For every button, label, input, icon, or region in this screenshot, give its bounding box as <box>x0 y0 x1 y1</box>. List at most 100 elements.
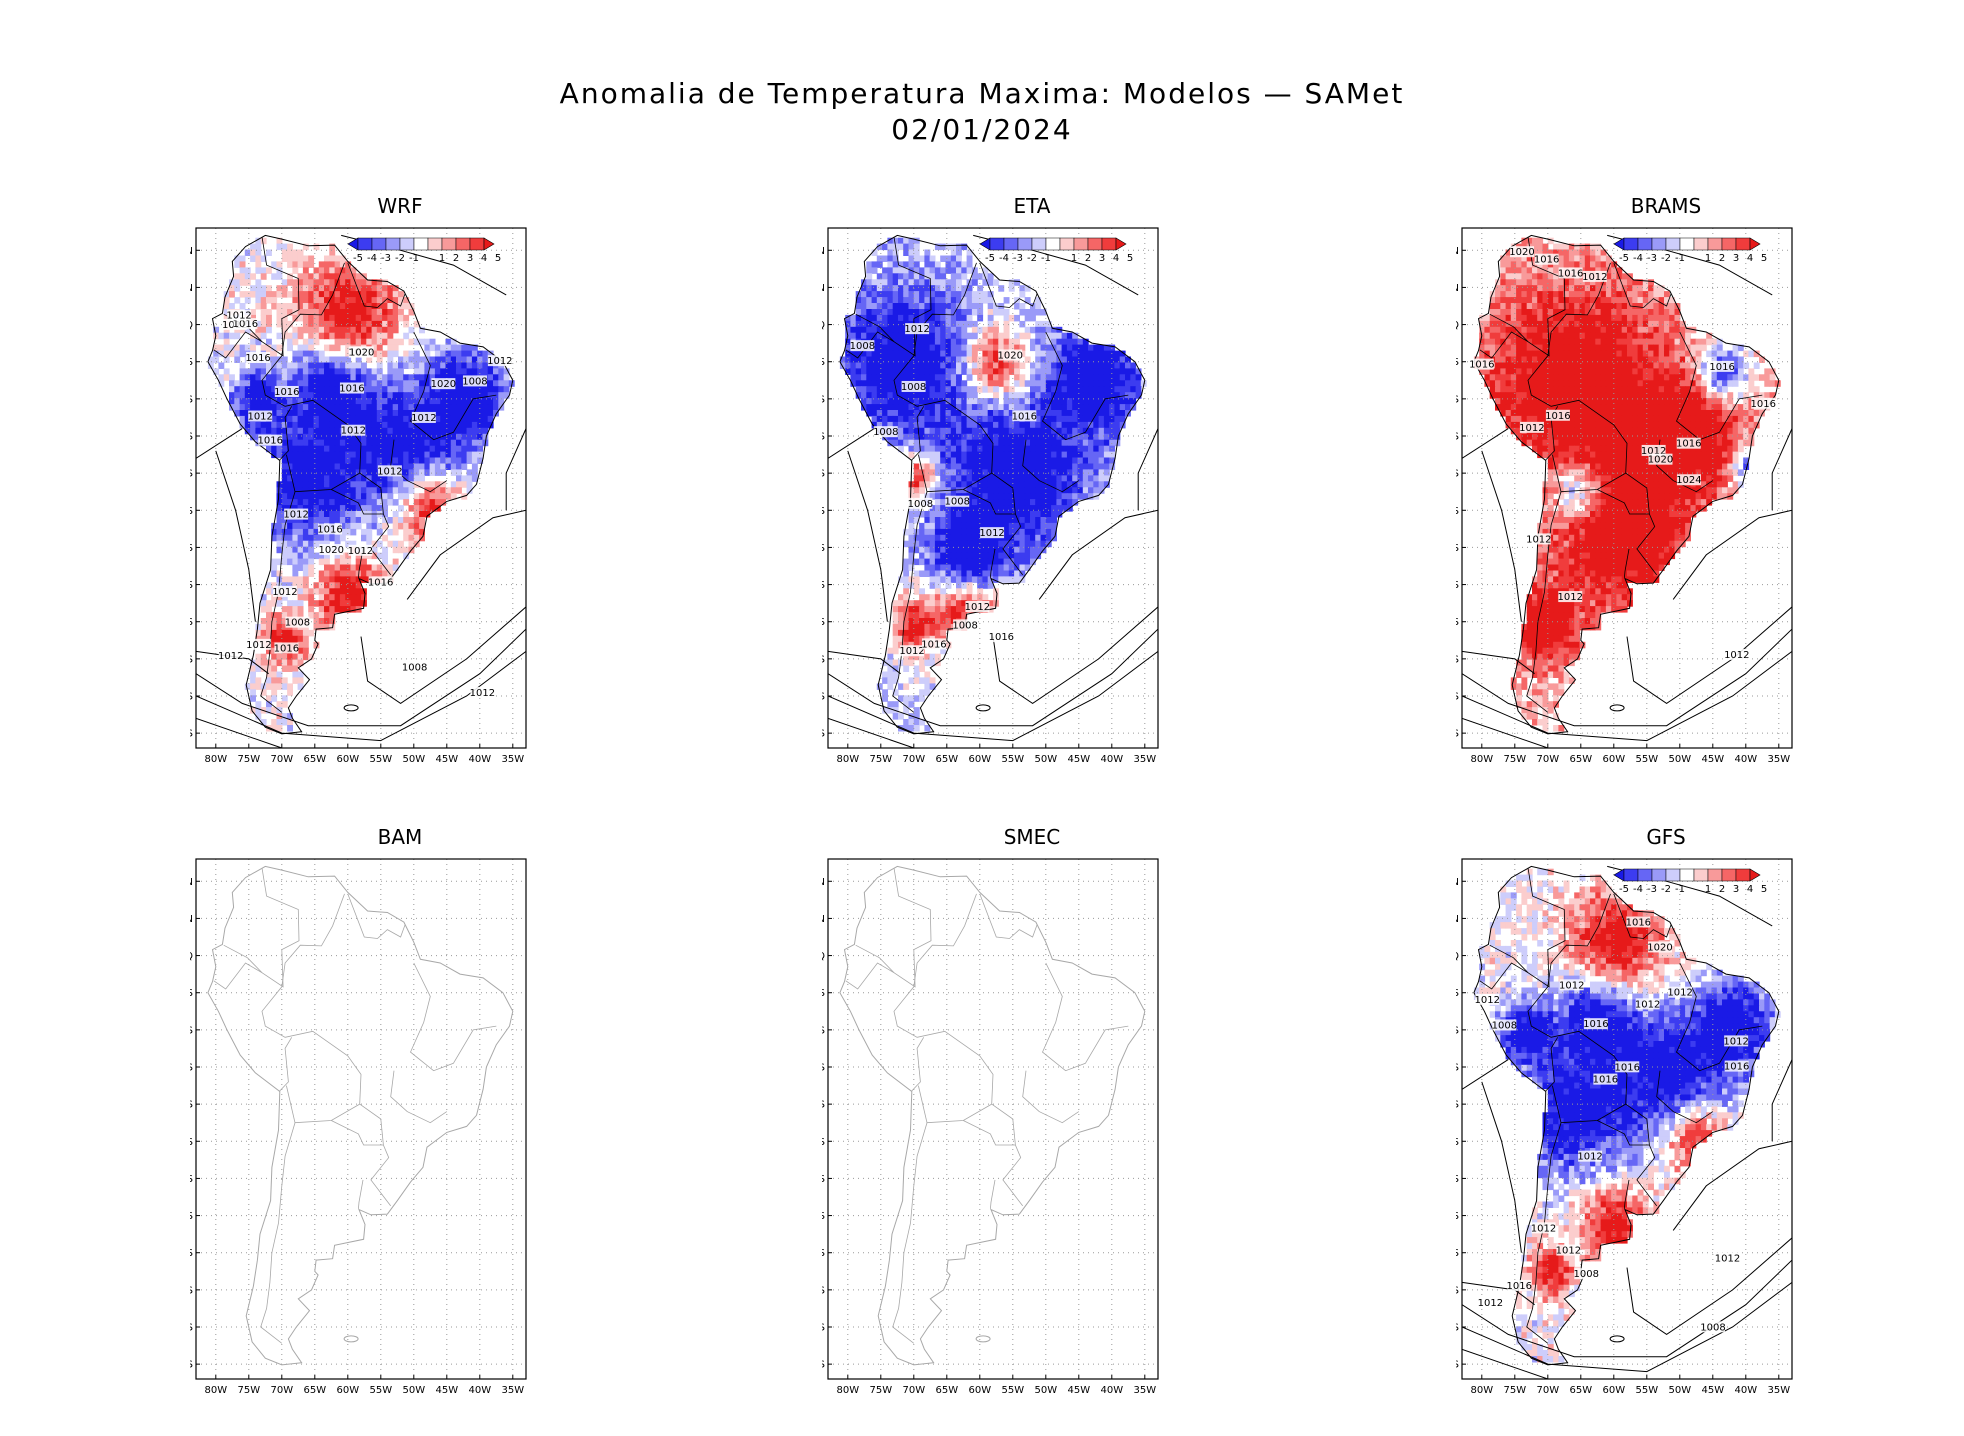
lon-tick-label: 60W <box>968 1385 991 1396</box>
panel-title: SMEC <box>1003 825 1061 849</box>
country-borders <box>1479 867 1763 1344</box>
isobar-label: 1012 <box>1715 1253 1740 1264</box>
isobar-label: 1008 <box>1492 1020 1517 1031</box>
lat-tick-label: 30S <box>190 1174 193 1185</box>
lon-tick-label: 55W <box>1001 754 1024 765</box>
plot-frame <box>195 858 527 1380</box>
lon-tick-label: 35W <box>501 1385 524 1396</box>
colorbar-label: 2 <box>1085 253 1091 264</box>
figure-title: Anomalia de Temperatura Maxima: Modelos … <box>0 76 1964 148</box>
panel-title: GFS <box>1646 825 1686 849</box>
lat-tick-label: 5S <box>822 357 825 368</box>
country-borders <box>213 236 497 713</box>
axis-labels: 10N 5N EQ 5S 10S 15S 20S 25S 30S 35S 40S 45S 50S 55S 8… <box>822 246 1156 765</box>
isobar-label: 1016 <box>1724 1062 1749 1073</box>
lat-tick-label: EQ <box>822 320 825 331</box>
map-area: 1016101610121012101210161012101610161012… <box>1462 228 1792 748</box>
colorbar-label: -5 <box>1619 253 1629 264</box>
lat-tick-label: 30S <box>822 543 825 554</box>
colorbar-label: -3 <box>1013 253 1023 264</box>
axis-labels: 10N 5N EQ 5S 10S 15S 20S 25S 30S 35S 40S 45S 50S 55S 8… <box>190 877 524 1396</box>
isobar-label: 1016 <box>274 387 299 398</box>
lat-tick-label: 5N <box>1456 914 1459 925</box>
isobar-label: 1012 <box>487 356 512 367</box>
isobar-label: 1016 <box>1558 268 1583 279</box>
isobar-label: 1012 <box>283 510 308 521</box>
coastline <box>1473 234 1780 735</box>
lat-tick-label: 45S <box>1456 1285 1459 1296</box>
lat-tick-label: 50S <box>822 1323 825 1334</box>
lon-tick-label: 80W <box>836 754 859 765</box>
coastline <box>207 865 514 1366</box>
lon-tick-label: 70W <box>902 754 925 765</box>
lat-tick-label: 40S <box>822 617 825 628</box>
isobar-labels: 1016101610121012101210161012101610161012… <box>1469 246 1776 661</box>
colorbar-label: 3 <box>1099 253 1105 264</box>
plot-frame <box>1461 227 1793 749</box>
axis-labels: 10N 5N EQ 5S 10S 15S 20S 25S 30S 35S 40S 45S 50S 55S 8… <box>190 246 524 765</box>
colorbar-label: -4 <box>999 253 1009 264</box>
lon-tick-label: 35W <box>1767 1385 1790 1396</box>
panel-title: BRAMS <box>1630 194 1702 218</box>
falkland-islands <box>1609 1335 1625 1343</box>
isobar-lines <box>1462 234 1792 748</box>
lat-tick-label: 25S <box>822 506 825 517</box>
anomaly-field <box>207 237 515 732</box>
lon-tick-label: 35W <box>1133 1385 1156 1396</box>
lat-tick-label: 10S <box>1456 1025 1459 1036</box>
lon-tick-label: 35W <box>1133 754 1156 765</box>
lat-tick-label: 5N <box>190 914 193 925</box>
isobar-label: 1016 <box>339 384 364 395</box>
isobar-label: 1016 <box>245 353 270 364</box>
lat-tick-label: 55S <box>190 1360 193 1371</box>
lat-tick-label: 30S <box>190 543 193 554</box>
isobar-label: 1016 <box>257 436 282 447</box>
map-panel-bam: BAM 10N 5N EQ 5S 10S 15S 20S 25S 30S 35S 40S 45S 50S 5… <box>190 825 610 1425</box>
lon-tick-label: 35W <box>501 754 524 765</box>
lat-tick-label: 35S <box>1456 580 1459 591</box>
lat-tick-label: 40S <box>190 617 193 628</box>
colorbar-label: -1 <box>409 253 419 264</box>
lon-tick-label: 65W <box>935 1385 958 1396</box>
lat-tick-label: 25S <box>1456 506 1459 517</box>
lat-tick-label: 15S <box>1456 1063 1459 1074</box>
isobar-label: 1012 <box>1556 1246 1581 1257</box>
isobar-label: 1012 <box>1577 1152 1602 1163</box>
graticule <box>196 228 526 748</box>
lat-tick-label: 20S <box>822 469 825 480</box>
isobar-label: 1020 <box>1647 942 1672 953</box>
lon-tick-label: 55W <box>1635 1385 1658 1396</box>
lat-tick-label: EQ <box>190 320 193 331</box>
isobar-label: 1008 <box>1700 1322 1725 1333</box>
lon-tick-label: 75W <box>869 1385 892 1396</box>
colorbar-label: 4 <box>1747 253 1753 264</box>
lon-tick-label: 80W <box>836 1385 859 1396</box>
country-borders <box>1479 236 1763 713</box>
lat-tick-label: 45S <box>1456 654 1459 665</box>
lon-tick-label: 50W <box>1034 1385 1057 1396</box>
colorbar-label: 1 <box>439 253 445 264</box>
isobar-label: 1012 <box>899 646 924 657</box>
isobar-label: 1016 <box>989 632 1014 643</box>
lat-tick-label: 10N <box>1456 246 1459 257</box>
lat-tick-label: 15S <box>1456 432 1459 443</box>
map-area: 1008 100810081008101210081016101210201016… <box>828 228 1158 748</box>
lon-tick-label: 60W <box>1602 754 1625 765</box>
coastline <box>839 865 1146 1366</box>
colorbar: -5 -4 -3 -2 -1 1 2 3 4 5 <box>979 237 1133 264</box>
isobar-label: 1012 <box>979 528 1004 539</box>
panel-title: ETA <box>1013 194 1051 218</box>
map-area: 1012101610121012101210121012101210121012… <box>196 228 526 748</box>
lat-tick-label: 25S <box>822 1137 825 1148</box>
colorbar-label: -5 <box>985 253 995 264</box>
lon-tick-label: 65W <box>1569 754 1592 765</box>
lat-tick-label: 15S <box>822 1063 825 1074</box>
isobar-label: 1008 <box>402 663 427 674</box>
lon-tick-label: 75W <box>1503 1385 1526 1396</box>
isobar-label: 1020 <box>1509 247 1534 258</box>
lat-tick-label: EQ <box>822 951 825 962</box>
lat-tick-label: EQ <box>1456 951 1459 962</box>
map-panel-brams: BRAMS 1016 1016 1012 1012 1012 1016 1012 1016 101… <box>1456 194 1876 794</box>
lon-tick-label: 50W <box>1034 754 1057 765</box>
colorbar-label: 2 <box>453 253 459 264</box>
